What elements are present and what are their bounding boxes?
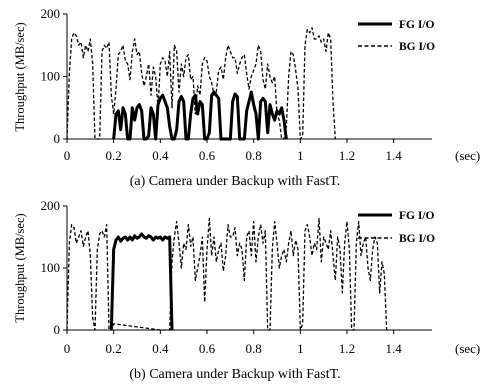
- x-tick-label: 1.4: [386, 341, 403, 356]
- y-tick-label: 100: [41, 260, 61, 275]
- series-line-fg-io: [112, 90, 288, 141]
- x-tick-label: 0.6: [199, 148, 216, 163]
- x-tick-label: 0: [64, 341, 71, 356]
- legend-label: FG I/O: [399, 210, 435, 222]
- x-tick-label: 1.2: [339, 148, 355, 163]
- x-tick-label: 1.2: [339, 341, 355, 356]
- legend-label: FG I/O: [399, 19, 435, 31]
- y-tick-label: 100: [41, 69, 61, 84]
- y-axis-label: Throughput (MB/sec): [13, 213, 27, 322]
- chart-a: 0 100 200 0 0.2 0.4 0.6 0.8 1 1.2 1.4 (sec) Throughp…: [13, 6, 480, 189]
- x-unit-label: (sec): [455, 341, 480, 356]
- series-line-bg-io: [66, 27, 336, 140]
- x-tick-label: 0.4: [152, 341, 169, 356]
- y-tick-label: 0: [54, 131, 61, 146]
- chart-caption: (b) Camera under Backup with FastT.: [129, 367, 340, 382]
- x-tick-label: 0.8: [246, 148, 262, 163]
- x-tick-label: 0.6: [199, 341, 216, 356]
- x-tick-label: 1: [297, 341, 304, 356]
- x-tick-label: 0.4: [152, 148, 169, 163]
- y-tick-label: 0: [54, 322, 61, 337]
- series-line-fg-io: [109, 232, 174, 331]
- x-tick-label: 0.2: [106, 341, 122, 356]
- x-unit-label: (sec): [455, 148, 480, 163]
- y-tick-label: 200: [41, 6, 61, 21]
- x-tick-label: 0.2: [106, 148, 122, 163]
- chart-caption: (a) Camera under Backup with FastT.: [130, 174, 340, 189]
- x-tick-label: 0.8: [246, 341, 262, 356]
- legend-label: BG I/O: [399, 233, 435, 245]
- y-tick-label: 200: [41, 198, 61, 213]
- y-axis-label: Throughput (MB/sec): [13, 22, 27, 131]
- x-tick-label: 1.4: [386, 148, 403, 163]
- x-tick-label: 0: [64, 148, 71, 163]
- series-line-bg-io: [66, 217, 388, 331]
- legend-label: BG I/O: [399, 41, 435, 53]
- x-tick-label: 1: [297, 148, 304, 163]
- chart-b: 0 100 200 0 0.2 0.4 0.6 0.8 1 1.2 1.4 (sec) Throughp…: [13, 198, 480, 382]
